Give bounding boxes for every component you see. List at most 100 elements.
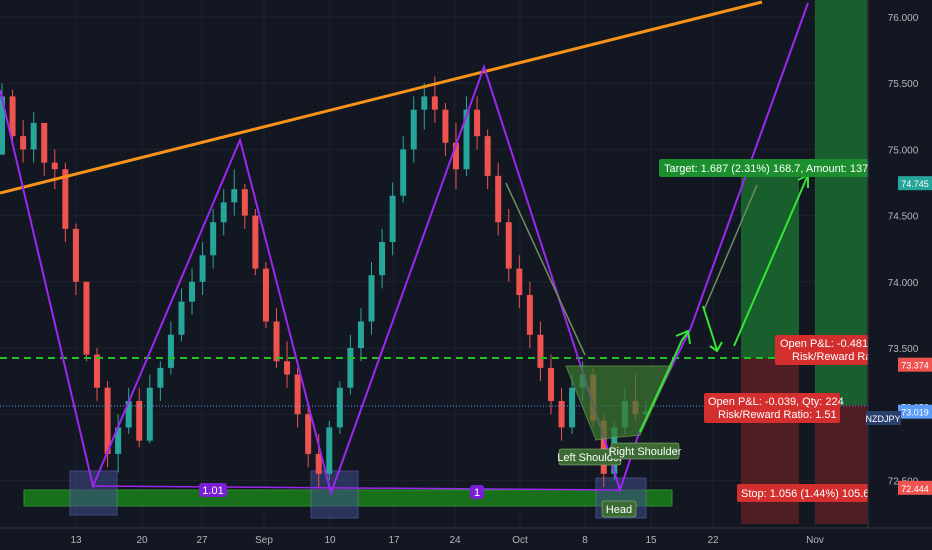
projection-path-2[interactable]: [703, 184, 758, 311]
candle[interactable]: [51, 149, 58, 190]
candle[interactable]: [410, 96, 417, 163]
candle-body: [305, 414, 312, 454]
candle[interactable]: [547, 354, 554, 415]
candle[interactable]: [558, 387, 565, 441]
candle[interactable]: [41, 122, 48, 176]
candle-body: [537, 334, 544, 368]
candle[interactable]: [442, 103, 449, 157]
head-label[interactable]: Head: [601, 500, 637, 518]
time-axis[interactable]: [0, 528, 932, 550]
candle[interactable]: [336, 381, 343, 435]
candle[interactable]: [83, 281, 90, 362]
candle[interactable]: [30, 112, 37, 163]
candle[interactable]: [368, 261, 375, 335]
candle[interactable]: [115, 414, 122, 473]
candle[interactable]: [294, 367, 301, 428]
projection-path-1[interactable]: [505, 182, 586, 356]
projection-arrow-3[interactable]: [733, 174, 809, 347]
candle[interactable]: [569, 374, 576, 435]
candle[interactable]: [495, 162, 502, 236]
candle[interactable]: [347, 334, 354, 395]
candle[interactable]: [463, 96, 470, 176]
low-box-1[interactable]: [69, 470, 118, 516]
candle-body: [547, 367, 554, 401]
candle[interactable]: [379, 228, 386, 289]
right-shoulder-label[interactable]: Right Shoulder: [609, 442, 682, 460]
candle[interactable]: [136, 387, 143, 448]
candle[interactable]: [452, 122, 459, 190]
stop-zone-2[interactable]: [815, 405, 867, 524]
target-zone[interactable]: [741, 175, 799, 358]
candle[interactable]: [474, 96, 481, 150]
candle-body: [136, 400, 143, 441]
price-tag-text: 73.019: [901, 408, 929, 418]
ratio-a-text: 1.01: [202, 485, 223, 497]
price-axis[interactable]: [868, 0, 932, 528]
x-tick-label: 24: [449, 535, 461, 546]
candle[interactable]: [305, 407, 312, 468]
candle[interactable]: [178, 288, 185, 342]
candle-body: [220, 202, 227, 223]
candle-body: [210, 222, 217, 256]
candle[interactable]: [199, 242, 206, 296]
candle[interactable]: [125, 387, 132, 435]
candle[interactable]: [0, 83, 5, 155]
candle-body: [442, 109, 449, 143]
ratio-line[interactable]: [92, 485, 621, 491]
candle-body: [157, 367, 164, 388]
y-tick-label: 74.500: [888, 212, 919, 223]
candle[interactable]: [72, 223, 79, 296]
candle[interactable]: [357, 308, 364, 362]
ratio-badge-b[interactable]: 1: [470, 485, 484, 499]
candle-body: [20, 136, 27, 150]
position-label-2[interactable]: Open P&L: -0.039, Qty: 224 Risk/Reward R…: [704, 393, 844, 423]
trend-line[interactable]: [0, 0, 763, 195]
candle[interactable]: [537, 321, 544, 382]
candle-body: [72, 228, 79, 282]
candle[interactable]: [252, 208, 259, 276]
candle[interactable]: [505, 208, 512, 282]
low-box-2[interactable]: [310, 470, 359, 519]
ratio-badge-a[interactable]: 1.01: [199, 483, 227, 497]
candle-body: [294, 374, 301, 415]
candle[interactable]: [189, 268, 196, 315]
candle[interactable]: [526, 281, 533, 348]
candle[interactable]: [210, 208, 217, 269]
candle[interactable]: [9, 89, 16, 145]
candle[interactable]: [421, 83, 428, 130]
candle-body: [431, 96, 438, 110]
projection-arrow[interactable]: [639, 331, 689, 433]
candle-body: [452, 142, 459, 170]
candle[interactable]: [284, 341, 291, 388]
candle[interactable]: [262, 261, 269, 329]
candle[interactable]: [389, 182, 396, 256]
candle-body: [231, 189, 238, 203]
symbol-tag[interactable]: NZDJPY: [865, 411, 901, 425]
candle[interactable]: [400, 136, 407, 203]
chart-pane[interactable]: [0, 0, 868, 528]
candle[interactable]: [326, 420, 333, 481]
y-tick-label: 75.500: [888, 79, 919, 90]
candle[interactable]: [231, 169, 238, 216]
candle[interactable]: [516, 255, 523, 309]
candle[interactable]: [241, 183, 248, 229]
candle[interactable]: [146, 374, 153, 444]
projection-arrow-2[interactable]: [702, 305, 718, 351]
candle-body: [357, 321, 364, 348]
right-shoulder-text: Right Shoulder: [609, 446, 682, 458]
candle[interactable]: [484, 129, 491, 190]
y-tick-label: 75.000: [888, 145, 919, 156]
candle[interactable]: [167, 321, 174, 375]
target-label[interactable]: Target: 1.687 (2.31%) 168.7, Amount: 137…: [659, 159, 890, 177]
candle[interactable]: [157, 361, 164, 401]
candle-body: [484, 136, 491, 176]
candle-body: [62, 169, 69, 229]
left-shoulder-label[interactable]: Left Shoulder: [557, 448, 623, 466]
candle-body: [569, 387, 576, 428]
candle[interactable]: [20, 120, 27, 163]
x-tick-label: 8: [582, 535, 588, 546]
candle[interactable]: [94, 348, 101, 401]
candle[interactable]: [220, 189, 227, 236]
